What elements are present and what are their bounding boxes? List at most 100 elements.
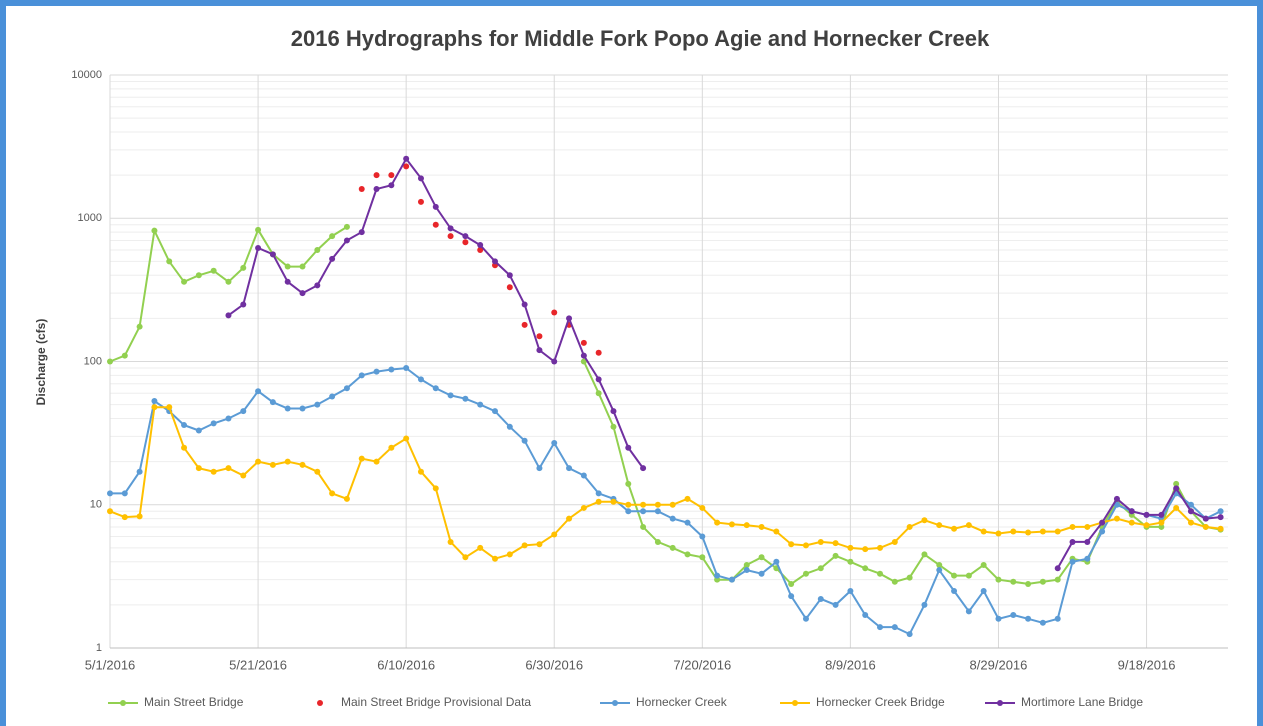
data-point: [1054, 565, 1061, 572]
y-tick-label: 1000: [78, 212, 102, 224]
data-point: [1099, 528, 1106, 535]
data-point: [462, 554, 469, 561]
data-point: [181, 278, 188, 285]
chart-title: 2016 Hydrographs for Middle Fork Popo Ag…: [291, 26, 990, 51]
data-point: [432, 221, 439, 228]
data-point: [373, 458, 380, 465]
data-point: [817, 595, 824, 602]
data-point: [891, 538, 898, 545]
data-point: [1113, 515, 1120, 522]
data-point: [1054, 576, 1061, 583]
data-point: [640, 465, 647, 472]
data-point: [1173, 480, 1180, 487]
data-point: [521, 437, 528, 444]
data-point: [610, 423, 617, 430]
data-point: [121, 352, 128, 359]
data-point: [240, 301, 247, 308]
x-tick-label: 5/1/2016: [85, 657, 136, 672]
data-point: [121, 514, 128, 521]
data-point: [1187, 508, 1194, 515]
data-point: [906, 631, 913, 638]
data-point: [951, 525, 958, 532]
legend-label: Hornecker Creek Bridge: [816, 695, 945, 709]
data-point: [788, 541, 795, 548]
data-point: [714, 519, 721, 526]
data-point: [995, 530, 1002, 537]
data-point: [314, 468, 321, 475]
data-point: [195, 272, 202, 279]
x-tick-label: 6/30/2016: [525, 657, 583, 672]
data-point: [240, 264, 247, 271]
data-point: [891, 578, 898, 585]
data-point: [1010, 528, 1017, 535]
data-point: [1039, 578, 1046, 585]
data-point: [1069, 523, 1076, 530]
data-point: [181, 444, 188, 451]
x-tick-label: 8/9/2016: [825, 657, 876, 672]
legend-marker: [997, 700, 1003, 706]
data-point: [1217, 508, 1224, 515]
data-point: [240, 472, 247, 479]
data-point: [1099, 519, 1106, 526]
data-point: [314, 401, 321, 408]
data-point: [417, 376, 424, 383]
data-point: [1202, 515, 1209, 522]
data-point: [1202, 523, 1209, 530]
data-point: [802, 542, 809, 549]
data-point: [181, 422, 188, 429]
data-point: [566, 465, 573, 472]
data-point: [151, 227, 158, 234]
data-point: [1187, 519, 1194, 526]
data-point: [699, 554, 706, 561]
data-point: [166, 404, 173, 411]
data-point: [1143, 511, 1150, 518]
data-point: [536, 541, 543, 548]
data-point: [240, 408, 247, 415]
data-point: [551, 531, 558, 538]
data-point: [980, 561, 987, 568]
data-point: [1173, 504, 1180, 511]
data-point: [684, 495, 691, 502]
data-point: [255, 388, 262, 395]
data-point: [343, 385, 350, 392]
data-point: [107, 508, 113, 515]
data-point: [684, 519, 691, 526]
data-point: [447, 538, 454, 545]
data-point: [862, 546, 869, 553]
y-axis-label: Discharge (cfs): [34, 319, 48, 406]
data-point: [1025, 615, 1032, 622]
data-point: [432, 385, 439, 392]
data-point: [625, 480, 632, 487]
data-point: [1128, 519, 1135, 526]
data-point: [329, 255, 336, 262]
data-point: [225, 415, 232, 422]
data-point: [269, 399, 276, 406]
data-point: [521, 321, 528, 328]
data-point: [610, 408, 617, 415]
data-point: [536, 333, 543, 340]
data-point: [373, 186, 380, 193]
data-point: [462, 395, 469, 402]
data-point: [1010, 611, 1017, 618]
data-point: [566, 515, 573, 522]
data-point: [358, 186, 365, 193]
data-point: [832, 601, 839, 608]
legend-marker: [317, 700, 323, 706]
data-point: [1113, 495, 1120, 502]
data-point: [654, 538, 661, 545]
data-point: [817, 538, 824, 545]
data-point: [728, 521, 735, 528]
data-point: [151, 404, 158, 411]
data-point: [1158, 519, 1165, 526]
data-point: [417, 175, 424, 182]
data-point: [1025, 580, 1032, 587]
data-point: [210, 267, 217, 274]
data-point: [669, 544, 676, 551]
data-point: [743, 561, 750, 568]
data-point: [1069, 538, 1076, 545]
data-point: [403, 365, 410, 372]
data-point: [329, 233, 336, 240]
x-tick-label: 9/18/2016: [1118, 657, 1176, 672]
data-point: [580, 504, 587, 511]
data-point: [595, 390, 602, 397]
